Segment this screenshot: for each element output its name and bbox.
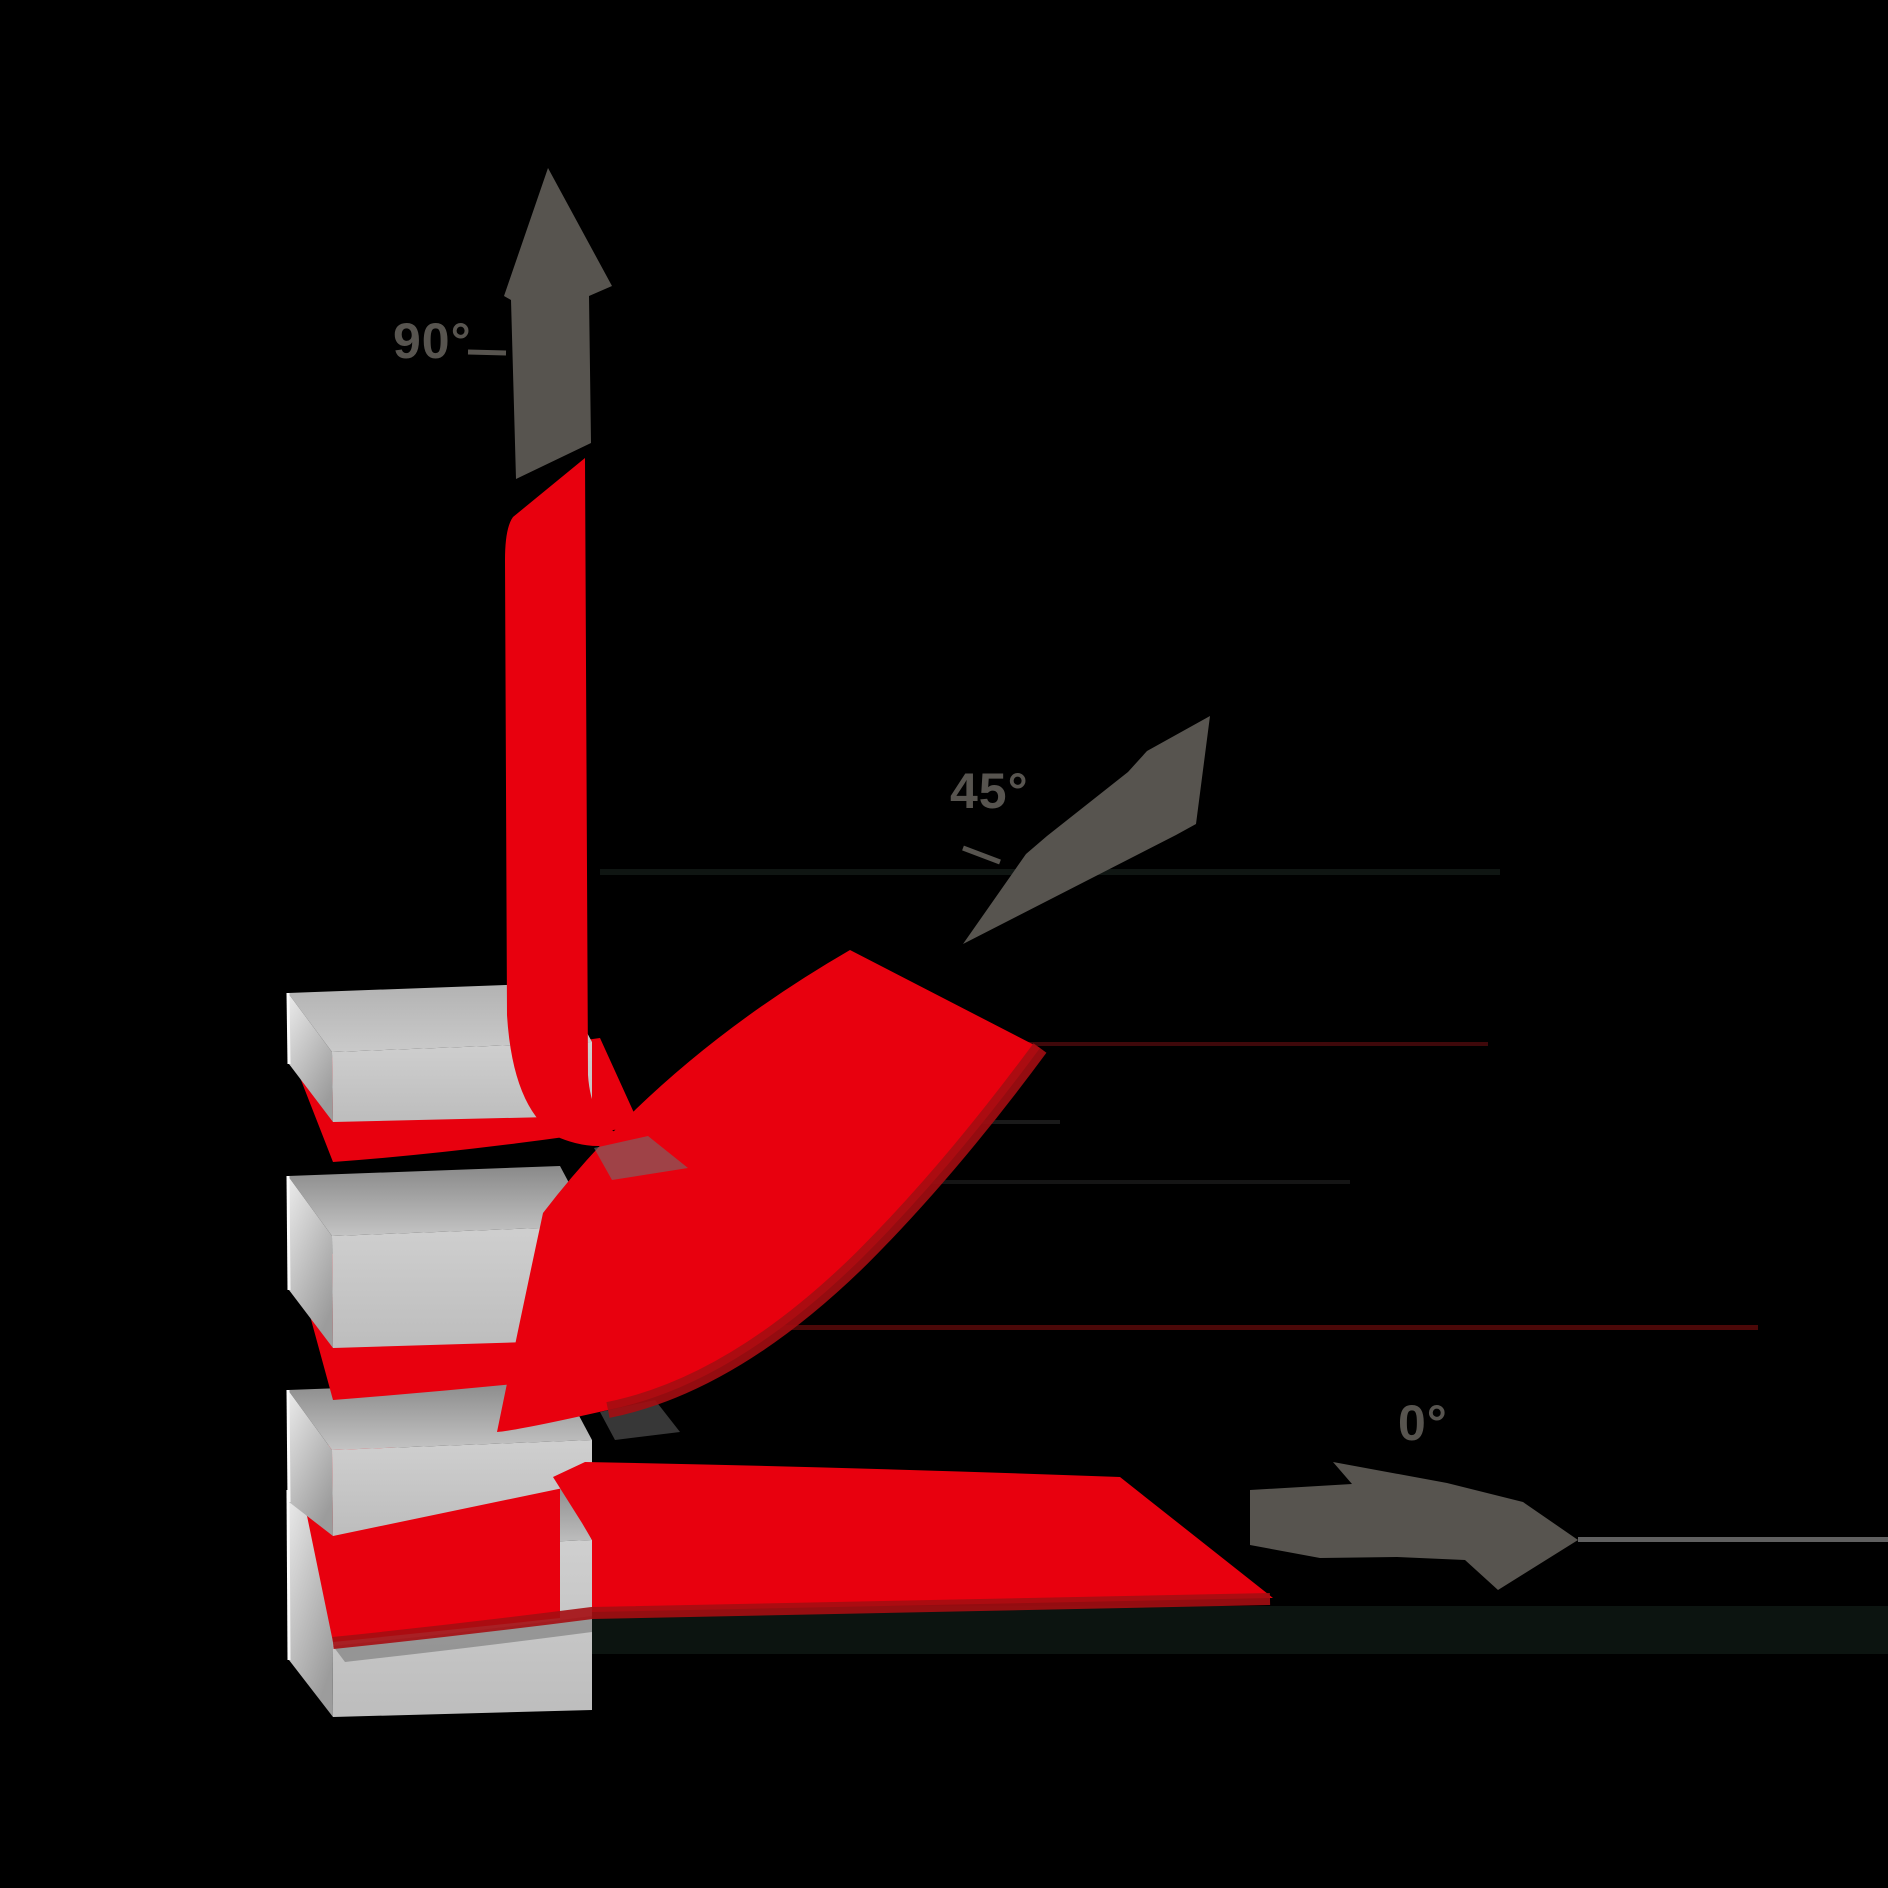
pull-direction-arrows bbox=[504, 168, 1578, 1590]
shadow-streak-gray bbox=[1578, 1537, 1888, 1542]
block-left-face bbox=[288, 993, 333, 1122]
block-left-face bbox=[288, 1390, 333, 1536]
block-edge-highlight bbox=[286, 1489, 291, 1661]
tape-90-free-ribbon bbox=[505, 458, 648, 1146]
block-left-face bbox=[288, 1176, 333, 1348]
tape-45-free-ribbon bbox=[497, 950, 1040, 1432]
arrow-0-icon bbox=[1250, 1462, 1578, 1590]
tape-0-free-ribbon bbox=[553, 1462, 1273, 1612]
block-edge-highlight bbox=[286, 992, 291, 1065]
shadow-streak bbox=[650, 1180, 1350, 1184]
label-angle-45: 45° bbox=[950, 763, 1029, 819]
tape-90-contact-shadow bbox=[594, 1136, 688, 1180]
tape-45-thickness-edge bbox=[606, 1043, 1047, 1418]
angle-labels: 90° 45° 0° bbox=[393, 313, 1448, 1451]
block-front-face bbox=[332, 1440, 592, 1536]
shadow-streak-red bbox=[618, 1325, 1758, 1330]
label-90-leader-line bbox=[467, 349, 507, 356]
tape-0-contact-shadow bbox=[333, 1616, 592, 1662]
arrow-90-icon bbox=[504, 168, 612, 479]
label-angle-0: 0° bbox=[1398, 1395, 1448, 1451]
block-top-face bbox=[288, 1166, 592, 1236]
block-edge-highlight bbox=[286, 1389, 291, 1503]
block-edge-highlight bbox=[286, 1175, 291, 1291]
shadow-streak-red bbox=[1008, 1042, 1488, 1046]
label-45-leader-line bbox=[962, 845, 1001, 865]
label-angle-90: 90° bbox=[393, 313, 472, 369]
tape-0-thickness-edge bbox=[332, 1593, 1271, 1649]
arrow-45-icon bbox=[963, 716, 1210, 944]
